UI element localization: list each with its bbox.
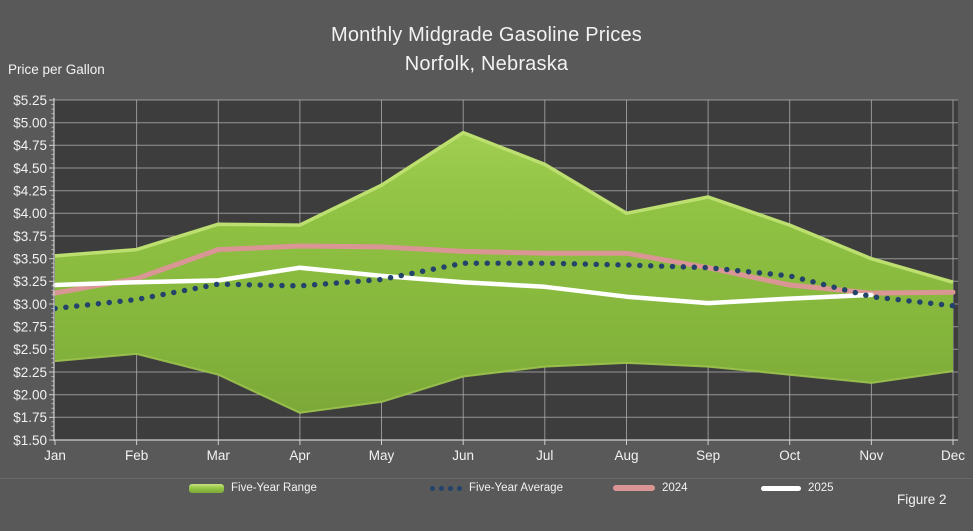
range-top-edge: [54, 130, 954, 284]
x-tick-label: Dec: [941, 448, 965, 463]
x-tick-label: Nov: [859, 448, 883, 463]
x-tick-label: Oct: [779, 448, 800, 463]
figure-label: Figure 2: [897, 492, 947, 507]
x-tick-label: May: [369, 448, 395, 463]
line-2025: [52, 265, 874, 306]
five-year-average-line: [52, 260, 956, 312]
x-tick-label: Jan: [44, 448, 66, 463]
y-tick-label: $3.25: [13, 274, 47, 289]
five-year-range-area: [55, 132, 953, 413]
y-tick-label: $3.50: [13, 252, 47, 267]
chart-title-block: Monthly Midgrade Gasoline Prices Norfolk…: [0, 21, 973, 79]
chart-title: Monthly Midgrade Gasoline Prices: [331, 24, 642, 46]
y-tick-label: $5.00: [13, 116, 47, 131]
y-tick-label: $2.00: [13, 388, 47, 403]
x-tick-label: Aug: [614, 448, 638, 463]
x-tick-label: Sep: [696, 448, 720, 463]
y-tick-label: $2.25: [13, 365, 47, 380]
y-tick-label: $5.25: [13, 93, 47, 108]
x-tick-label: Feb: [125, 448, 148, 463]
y-tick-label: $4.00: [13, 206, 47, 221]
y-tick-label: $2.50: [13, 342, 47, 357]
x-tick-label: Jul: [536, 448, 553, 463]
x-tick-label: Apr: [289, 448, 311, 463]
x-tick-label: Jun: [452, 448, 474, 463]
y-tick-label: $4.50: [13, 161, 47, 176]
range-bottom-edge: [54, 352, 954, 414]
legend-separator-line: [0, 478, 973, 479]
y-tick-label: $1.75: [13, 410, 47, 425]
y-tick-label: $1.50: [13, 433, 47, 448]
y-tick-label: $3.75: [13, 229, 47, 244]
y-axis-title: Price per Gallon: [8, 62, 105, 77]
y-tick-label: $4.75: [13, 138, 47, 153]
y-tick-label: $3.00: [13, 297, 47, 312]
line-2024: [52, 243, 956, 296]
x-tick-label: Mar: [207, 448, 231, 463]
y-tick-label: $2.75: [13, 320, 47, 335]
y-tick-label: $4.25: [13, 184, 47, 199]
chart-subtitle: Norfolk, Nebraska: [404, 53, 569, 75]
